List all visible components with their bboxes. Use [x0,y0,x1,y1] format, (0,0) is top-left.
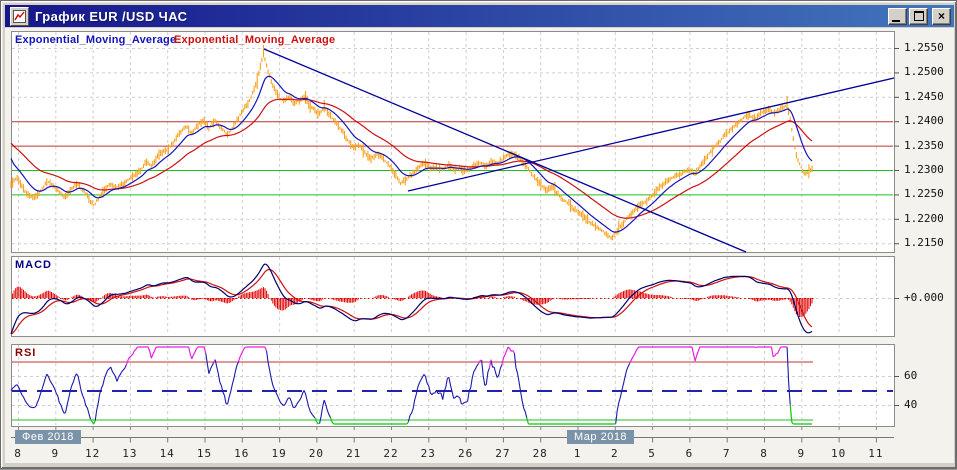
date-tick-label: 21 [346,447,362,460]
price-tick-label: 1.2400 [904,114,944,128]
date-tick-label: 15 [196,447,213,460]
title-bar[interactable]: График EUR /USD ЧАС × [5,5,954,27]
window-chart-icon[interactable] [10,6,29,26]
date-tick-label: 26 [457,447,474,460]
close-icon: × [937,9,945,23]
date-tick-label: 6 [685,447,694,460]
price-tick-label: 1.2350 [904,138,944,152]
date-tick-label: 9 [51,447,60,460]
date-tick-label: 22 [383,447,399,460]
price-tick-label: 1.2550 [904,41,944,54]
maximize-icon [913,11,924,21]
rsi-panel-label: RSI [15,347,37,359]
date-tick-label: 9 [797,447,806,460]
ema-slow-label: Exponential_Moving_Average [174,34,336,46]
macd-zero-tick-label: +0.000 [904,291,944,304]
minimize-icon [892,19,900,22]
date-tick-label: 12 [84,447,101,460]
date-tick-label: 19 [271,447,287,460]
date-tick-label: 1 [573,447,582,460]
date-tick-label: 28 [532,447,548,460]
macd-panel-label: MACD [15,259,52,271]
date-tick-label: 2 [610,447,619,460]
price-tick-label: 1.2200 [904,211,944,225]
price-tick-label: 1.2500 [904,65,944,79]
date-tick-label: 8 [760,447,768,460]
price-tick-label: 1.2300 [904,163,944,176]
price-tick-label: 1.2450 [904,89,944,103]
price-tick-label: 1.2150 [904,236,944,250]
date-tick-label: 16 [234,447,250,460]
rsi-tick-label: 40 [904,398,918,411]
rsi-tick-label: 60 [904,369,918,382]
date-tick-label: 14 [159,447,175,460]
date-tick-label: 8 [14,447,22,460]
date-tick-label: 20 [308,447,325,460]
date-tick-label: 10 [830,447,847,460]
window-title: График EUR /USD ЧАС [35,8,188,24]
date-tick-label: 7 [722,447,731,460]
date-tick-label: 27 [495,447,511,460]
month-label-mar: Мар 2018 [567,430,635,444]
maximize-button[interactable] [909,7,928,25]
minimize-button[interactable] [888,7,907,25]
date-tick-label: 13 [122,447,138,460]
month-label-feb: Фев 2018 [15,430,81,444]
date-tick-label: 11 [868,447,884,460]
date-tick-label: 5 [648,447,656,460]
price-tick-label: 1.2250 [904,187,944,201]
date-tick-label: 23 [420,447,436,460]
ema-fast-label: Exponential_Moving_Average [15,34,177,46]
close-button[interactable]: × [932,7,951,25]
